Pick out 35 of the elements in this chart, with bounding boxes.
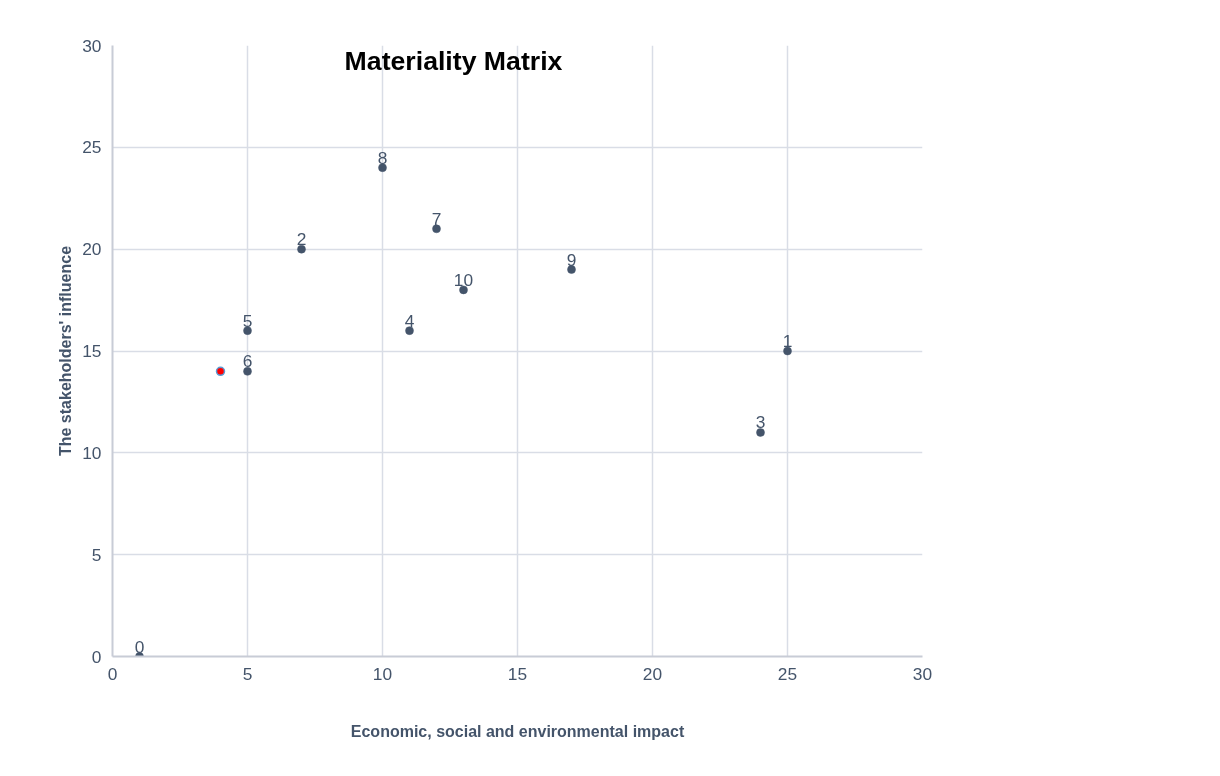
x-tick-label: 25: [777, 663, 798, 684]
y-tick-label: 15: [82, 341, 102, 361]
point: [783, 346, 792, 356]
point: [756, 428, 765, 437]
point: [459, 285, 468, 295]
annotation: 7: [431, 208, 442, 229]
annotation: 6: [242, 351, 253, 372]
y-axis-title: The stakeholders' influence: [57, 245, 75, 457]
annotation: 8: [377, 147, 388, 168]
point: [297, 244, 306, 254]
annotation: 10: [453, 269, 474, 290]
y-tick-label: 20: [82, 239, 102, 260]
x-tick-label: 15: [507, 663, 528, 684]
annotation: 2: [296, 229, 307, 250]
y-tick-label: 25: [82, 137, 102, 158]
x-axis-title: Economic, social and environmental impact: [350, 722, 685, 740]
annotation: 0: [134, 636, 145, 657]
annotation: 1: [782, 331, 793, 351]
point: [432, 224, 441, 234]
point: [215, 366, 226, 377]
annotation: 9: [566, 249, 577, 270]
point: [243, 367, 252, 376]
annotation: 5: [242, 310, 253, 331]
x-tick-label: 5: [242, 663, 253, 684]
chart-title: Materiality Matrix: [344, 45, 563, 76]
y-tick-label: 5: [91, 544, 102, 565]
annotation: 3: [755, 412, 766, 433]
x-tick-label: 20: [642, 663, 663, 684]
y-tick-label: 30: [82, 35, 102, 56]
x-tick-label: 10: [372, 663, 393, 684]
y-tick-label: 10: [82, 442, 102, 463]
annotation: 4: [404, 310, 415, 331]
x-tick-label: 0: [107, 663, 118, 684]
x-tick-label: 30: [912, 663, 933, 684]
y-tick-label: 0: [91, 646, 102, 667]
